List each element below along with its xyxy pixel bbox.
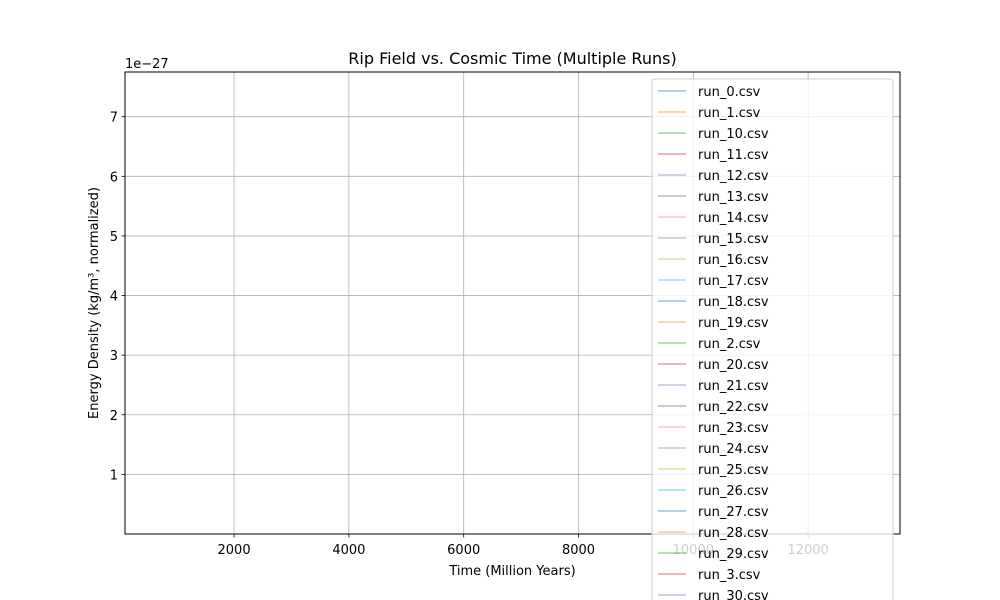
legend-label: run_15.csv — [698, 232, 769, 247]
legend-label: run_23.csv — [698, 421, 769, 436]
legend-label: run_20.csv — [698, 358, 769, 373]
legend-label: run_1.csv — [698, 106, 761, 121]
legend-label: run_30.csv — [698, 589, 769, 600]
legend-label: run_28.csv — [698, 526, 769, 541]
y-axis-label: Energy Density (kg/m³, normalized) — [87, 187, 102, 419]
y-tick-label: 2 — [110, 409, 118, 424]
legend-label: run_17.csv — [698, 274, 769, 289]
legend-label: run_0.csv — [698, 85, 761, 100]
legend-label: run_25.csv — [698, 463, 769, 478]
x-tick-label: 2000 — [218, 543, 251, 558]
x-axis-label: Time (Million Years) — [448, 564, 575, 579]
legend-box — [651, 78, 894, 600]
legend-label: run_16.csv — [698, 253, 769, 268]
plot-frame — [124, 71, 901, 535]
x-tick-label: 6000 — [447, 543, 480, 558]
chart-title: Rip Field vs. Cosmic Time (Multiple Runs… — [348, 49, 676, 68]
y-tick-label: 7 — [110, 111, 118, 126]
y-offset-label: 1e−27 — [125, 57, 169, 72]
legend-label: run_10.csv — [698, 127, 769, 142]
x-tick-label: 8000 — [562, 543, 595, 558]
y-tick-label: 3 — [110, 349, 118, 364]
legend-label: run_26.csv — [698, 484, 769, 499]
legend-entries: run_0.csv run_1.csv run_10.csv run_11.csvru… — [658, 85, 769, 600]
legend-label: run_22.csv — [698, 400, 769, 415]
legend-label: run_2.csv — [698, 337, 761, 352]
legend-label: run_21.csv — [698, 379, 769, 394]
legend-label: run_12.csv — [698, 169, 769, 184]
legend-label: run_29.csv — [698, 547, 769, 562]
legend-label: run_11.csv — [698, 148, 769, 163]
y-tick-label: 6 — [110, 170, 118, 185]
y-tick-label: 4 — [110, 290, 118, 305]
legend-label: run_27.csv — [698, 505, 769, 520]
legend: run_0.csv run_1.csv run_10.csv run_11.csvru… — [651, 78, 894, 600]
y-tick-label: 1 — [110, 468, 118, 483]
legend-label: run_14.csv — [698, 211, 769, 226]
legend-label: run_3.csv — [698, 568, 761, 583]
y-axis-ticks: 1 2 3 4 5 6 7 — [110, 111, 125, 483]
legend-label: run_18.csv — [698, 295, 769, 310]
legend-label: run_13.csv — [698, 190, 769, 205]
y-tick-label: 5 — [110, 230, 118, 245]
legend-label: run_24.csv — [698, 442, 769, 457]
x-tick-label: 4000 — [332, 543, 365, 558]
legend-label: run_19.csv — [698, 316, 769, 331]
